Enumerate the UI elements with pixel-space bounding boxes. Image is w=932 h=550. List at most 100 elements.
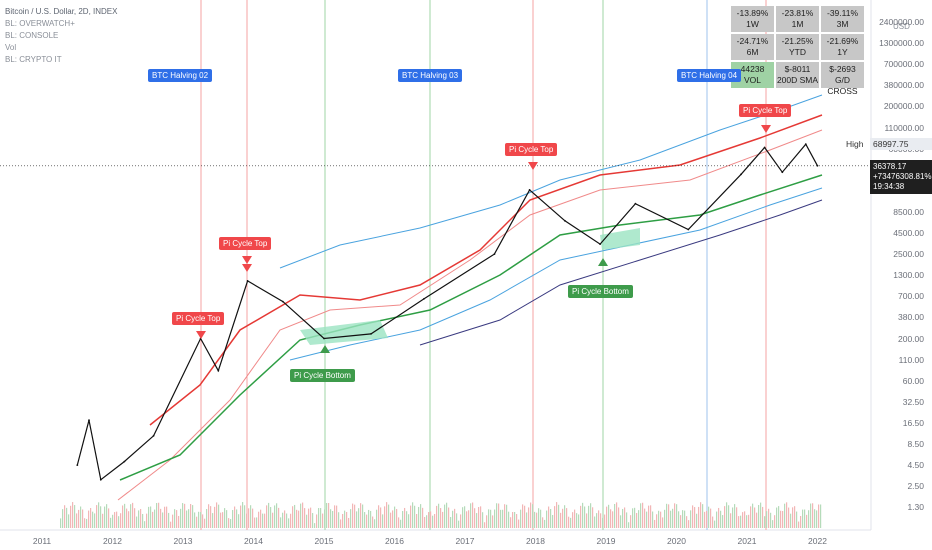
x-tick-label: 2012: [103, 536, 122, 546]
volume-bar: [778, 506, 780, 528]
volume-bar: [592, 507, 594, 528]
volume-bar: [436, 505, 438, 528]
volume-bar: [448, 507, 450, 528]
y-tick-label: 1300000.00: [879, 38, 924, 49]
volume-bar: [804, 509, 806, 528]
volume-bar: [746, 515, 748, 528]
x-tick-label: 2022: [808, 536, 827, 546]
volume-bar: [638, 510, 640, 528]
volume-bar: [794, 506, 796, 528]
volume-bar: [134, 508, 136, 528]
volume-bar: [480, 506, 482, 528]
pink-band-line: [117, 129, 823, 501]
volume-bar: [534, 511, 536, 528]
volume-bar: [814, 509, 816, 528]
currency-label: USD: [893, 22, 910, 31]
volume-bar: [542, 517, 544, 528]
volume-bar: [570, 517, 572, 528]
pi-cycle-top-marker-2b: [242, 264, 252, 272]
volume-bar: [676, 504, 678, 528]
volume-bar: [332, 511, 334, 528]
volume-bar: [122, 505, 124, 528]
volume-bar: [568, 516, 570, 528]
volume-bar: [786, 502, 788, 528]
volume-bar: [558, 504, 560, 528]
stat-200d-sma: $-8011 200D SMA: [776, 62, 819, 88]
volume-bar: [104, 506, 106, 528]
volume-bar: [292, 506, 294, 528]
volume-bar: [742, 512, 744, 528]
volume-bar: [64, 505, 66, 528]
volume-bar: [504, 504, 506, 528]
volume-bar: [158, 502, 160, 528]
volume-bar: [806, 514, 808, 528]
volume-bar: [130, 504, 132, 528]
volume-bar: [72, 502, 74, 528]
volume-bar: [202, 514, 204, 528]
price-point: [370, 333, 372, 335]
volume-bar: [284, 510, 286, 528]
bottom-zone-1: [300, 320, 388, 345]
indicator-console[interactable]: BL: CONSOLE: [5, 31, 59, 40]
volume-bar: [310, 507, 312, 528]
indicator-overwatch[interactable]: BL: OVERWATCH+: [5, 19, 75, 28]
volume-bar: [172, 514, 174, 528]
volume-bar: [426, 515, 428, 528]
indicator-crypto-it[interactable]: BL: CRYPTO IT: [5, 55, 62, 64]
volume-bar: [820, 504, 822, 528]
volume-bar: [550, 508, 552, 528]
volume-bar: [816, 510, 818, 528]
price-point: [493, 253, 496, 256]
volume-bar: [86, 518, 88, 528]
volume-bar: [544, 519, 546, 528]
volume-bar: [516, 514, 518, 528]
volume-bar: [210, 506, 212, 528]
volume-bar: [128, 511, 130, 528]
volume-bar: [756, 512, 758, 528]
volume-bar: [114, 512, 116, 528]
volume-bar: [164, 506, 166, 528]
volume-bar: [404, 507, 406, 528]
volume-bar: [232, 510, 234, 528]
volume-bar: [600, 513, 602, 528]
volume-bar: [686, 516, 688, 528]
volume-bar: [364, 512, 366, 528]
volume-bar: [668, 504, 670, 528]
volume-bar: [318, 508, 320, 528]
volume-bar: [84, 518, 86, 528]
volume-bar: [62, 509, 64, 528]
y-tick-label: 2500.00: [893, 249, 924, 260]
volume-bar: [482, 512, 484, 528]
volume-bar: [186, 510, 188, 528]
pi-cycle-bottom-marker-2: [598, 258, 608, 266]
volume-bar: [326, 503, 328, 528]
volume-bar: [596, 513, 598, 528]
change-percent: +73476308.81%: [873, 172, 932, 181]
volume-bar: [424, 516, 426, 528]
volume-bar: [78, 509, 80, 528]
pi-cycle-top-label-4: Pi Cycle Top: [739, 104, 792, 117]
volume-bar: [256, 517, 258, 528]
volume-bar: [458, 520, 460, 528]
volume-bar: [262, 513, 264, 528]
volume-bar: [342, 513, 344, 528]
indicator-volume[interactable]: Vol: [5, 43, 17, 52]
volume-bar: [602, 517, 604, 528]
volume-bar: [648, 505, 650, 528]
y-axis[interactable]: 2400000.00 1300000.00 700000.00 380000.00 20…: [872, 0, 932, 550]
volume-bar: [340, 519, 342, 528]
stat-6m: -24.71% 6M: [731, 34, 774, 60]
volume-bar: [442, 511, 444, 528]
volume-bar: [338, 512, 340, 528]
y-tick-label: 2400000.00: [879, 17, 924, 27]
volume-bar: [260, 509, 262, 528]
volume-bar: [300, 503, 302, 528]
volume-bar: [700, 502, 702, 528]
volume-bar: [598, 510, 600, 528]
volume-bar: [112, 514, 114, 528]
volume-bar: [610, 509, 612, 528]
volume-bar: [356, 511, 358, 528]
y-tick-label: 380.00: [898, 312, 924, 323]
volume-bar: [420, 504, 422, 528]
halving-02-label: BTC Halving 02: [148, 69, 213, 82]
